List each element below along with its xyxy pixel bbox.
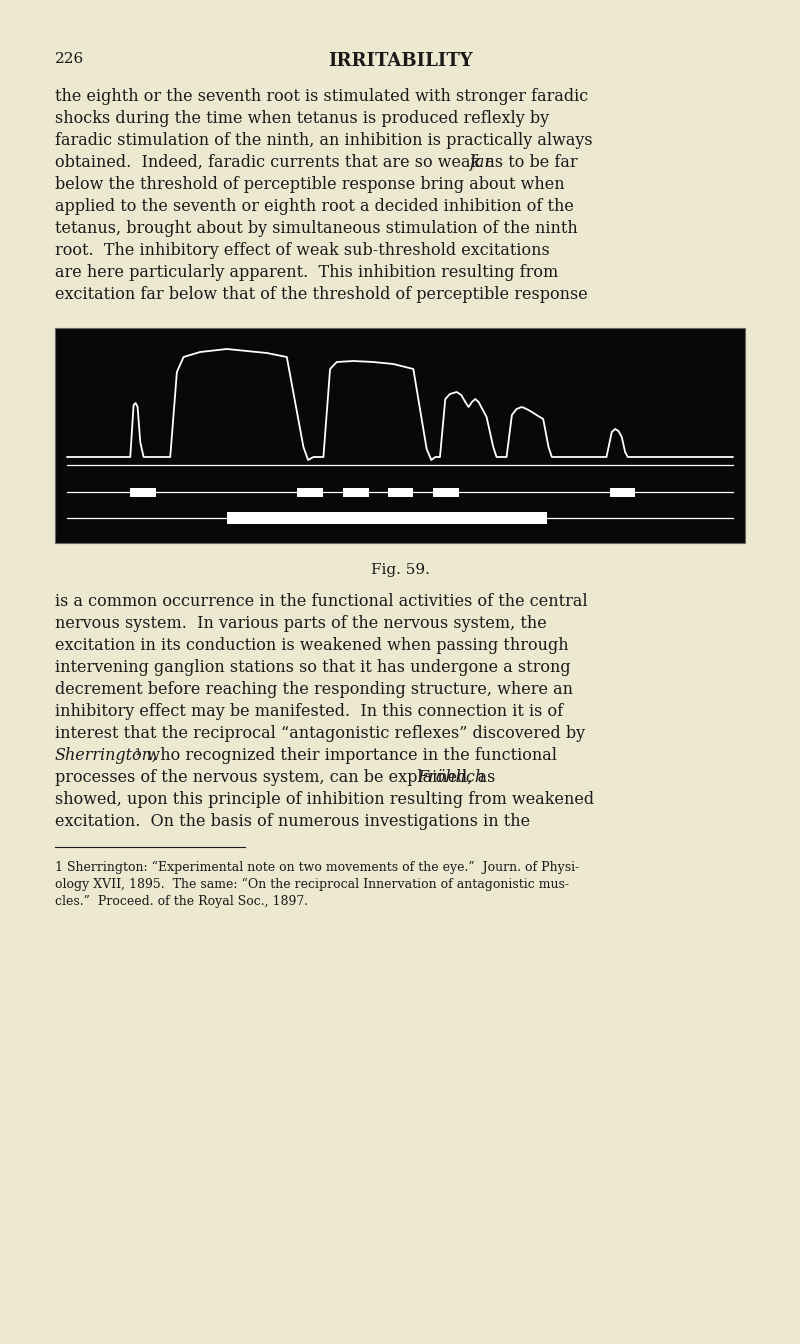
- Text: processes of the nervous system, can be explained, as: processes of the nervous system, can be …: [55, 769, 501, 786]
- Text: excitation in its conduction is weakened when passing through: excitation in its conduction is weakened…: [55, 637, 569, 655]
- Text: 1 Sherrington: “Experimental note on two movements of the eye.”  Journ. of Physi: 1 Sherrington: “Experimental note on two…: [55, 862, 579, 874]
- Text: inhibitory effect may be manifested.  In this connection it is of: inhibitory effect may be manifested. In …: [55, 703, 563, 720]
- Text: excitation far below that of the threshold of perceptible response: excitation far below that of the thresho…: [55, 286, 588, 302]
- Text: tetanus, brought about by simultaneous stimulation of the ninth: tetanus, brought about by simultaneous s…: [55, 220, 578, 237]
- Text: ¹ who recognized their importance in the functional: ¹ who recognized their importance in the…: [135, 747, 558, 763]
- Text: Fröhlich: Fröhlich: [417, 769, 485, 786]
- Bar: [343, 488, 369, 497]
- Text: is a common occurrence in the functional activities of the central: is a common occurrence in the functional…: [55, 593, 588, 610]
- Text: 226: 226: [55, 52, 84, 66]
- Bar: [227, 512, 546, 524]
- Text: IRRITABILITY: IRRITABILITY: [328, 52, 472, 70]
- Bar: [130, 488, 155, 497]
- Bar: [55, 328, 745, 543]
- Text: applied to the seventh or eighth root a decided inhibition of the: applied to the seventh or eighth root a …: [55, 198, 574, 215]
- Text: cles.”  Proceed. of the Royal Soc., 1897.: cles.” Proceed. of the Royal Soc., 1897.: [55, 895, 308, 909]
- Text: Sherrington,: Sherrington,: [55, 747, 158, 763]
- Bar: [434, 488, 458, 497]
- Text: excitation.  On the basis of numerous investigations in the: excitation. On the basis of numerous inv…: [55, 813, 530, 831]
- Text: below the threshold of perceptible response bring about when: below the threshold of perceptible respo…: [55, 176, 565, 194]
- Text: nervous system.  In various parts of the nervous system, the: nervous system. In various parts of the …: [55, 616, 546, 632]
- Bar: [297, 488, 323, 497]
- Text: showed, upon this principle of inhibition resulting from weakened: showed, upon this principle of inhibitio…: [55, 792, 594, 808]
- Text: decrement before reaching the responding structure, where an: decrement before reaching the responding…: [55, 681, 573, 698]
- Text: the eighth or the seventh root is stimulated with stronger faradic: the eighth or the seventh root is stimul…: [55, 87, 588, 105]
- Text: intervening ganglion stations so that it has undergone a strong: intervening ganglion stations so that it…: [55, 659, 570, 676]
- Text: obtained.  Indeed, faradic currents that are so weak as to be far: obtained. Indeed, faradic currents that …: [55, 155, 578, 171]
- Text: ology XVII, 1895.  The same: “On the reciprocal Innervation of antagonistic mus-: ology XVII, 1895. The same: “On the reci…: [55, 878, 569, 891]
- Text: Fig. 59.: Fig. 59.: [370, 563, 430, 577]
- Bar: [610, 488, 635, 497]
- Text: interest that the reciprocal “antagonistic reflexes” discovered by: interest that the reciprocal “antagonist…: [55, 724, 585, 742]
- Text: root.  The inhibitory effect of weak sub-threshold excitations: root. The inhibitory effect of weak sub-…: [55, 242, 550, 259]
- Text: far: far: [470, 155, 494, 171]
- Text: are here particularly apparent.  This inhibition resulting from: are here particularly apparent. This inh…: [55, 263, 558, 281]
- Text: shocks during the time when tetanus is produced reflexly by: shocks during the time when tetanus is p…: [55, 110, 549, 126]
- Text: faradic stimulation of the ninth, an inhibition is practically always: faradic stimulation of the ninth, an inh…: [55, 132, 593, 149]
- Bar: [388, 488, 414, 497]
